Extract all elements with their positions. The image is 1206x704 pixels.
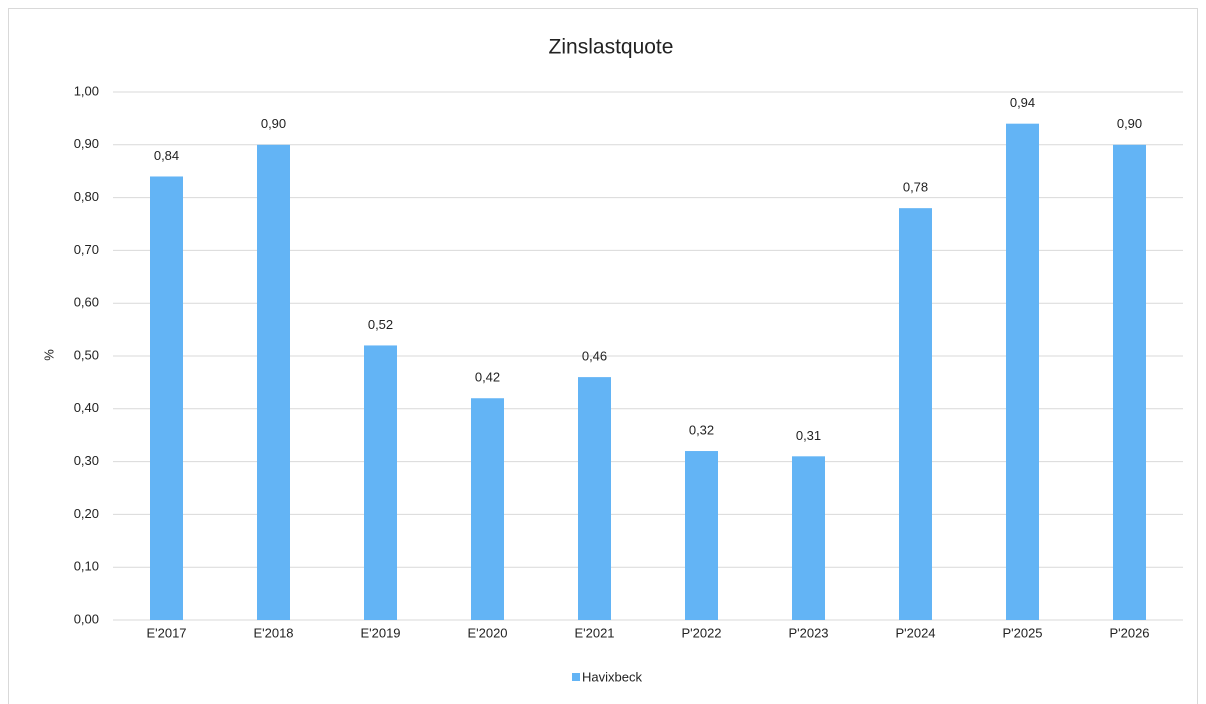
x-tick-label: P'2025 (1002, 625, 1042, 640)
data-label: 0,90 (261, 116, 286, 131)
bar (792, 456, 825, 620)
x-tick-label: E'2019 (360, 625, 400, 640)
bar (150, 176, 183, 621)
x-tick-label: E'2017 (146, 625, 186, 640)
bar (364, 345, 397, 620)
x-tick-label: P'2023 (788, 625, 828, 640)
bar (685, 451, 718, 620)
bar (1113, 144, 1146, 621)
y-tick-label: 0,80 (74, 189, 99, 204)
data-label: 0,78 (903, 180, 928, 195)
y-axis-label: % (41, 349, 56, 361)
chart-title: Zinslastquote (549, 36, 674, 59)
legend-swatch (572, 673, 580, 681)
y-tick-label: 0,00 (74, 611, 99, 626)
data-label: 0,42 (475, 370, 500, 385)
data-label: 0,94 (1010, 95, 1035, 110)
x-tick-label: E'2021 (574, 625, 614, 640)
y-tick-label: 0,40 (74, 400, 99, 415)
data-label: 0,32 (689, 422, 714, 437)
x-tick-label: E'2018 (253, 625, 293, 640)
bar (471, 398, 504, 620)
data-label: 0,46 (582, 349, 607, 364)
y-tick-label: 0,10 (74, 559, 99, 574)
x-tick-label: P'2026 (1109, 625, 1149, 640)
data-label: 0,31 (796, 428, 821, 443)
legend-label: Havixbeck (582, 669, 642, 684)
bar (257, 144, 290, 621)
data-label: 0,90 (1117, 116, 1142, 131)
bar (899, 208, 932, 620)
data-label: 0,84 (154, 148, 179, 163)
y-tick-label: 0,30 (74, 453, 99, 468)
data-label: 0,52 (368, 317, 393, 332)
bar (1006, 123, 1039, 621)
y-tick-label: 0,70 (74, 242, 99, 257)
y-tick-label: 0,60 (74, 295, 99, 310)
x-tick-label: P'2022 (681, 625, 721, 640)
y-tick-label: 0,20 (74, 506, 99, 521)
y-tick-label: 0,90 (74, 136, 99, 151)
x-tick-label: P'2024 (895, 625, 935, 640)
x-tick-label: E'2020 (467, 625, 507, 640)
y-tick-label: 0,50 (74, 347, 99, 362)
bar (578, 377, 611, 620)
y-tick-label: 1,00 (74, 83, 99, 98)
